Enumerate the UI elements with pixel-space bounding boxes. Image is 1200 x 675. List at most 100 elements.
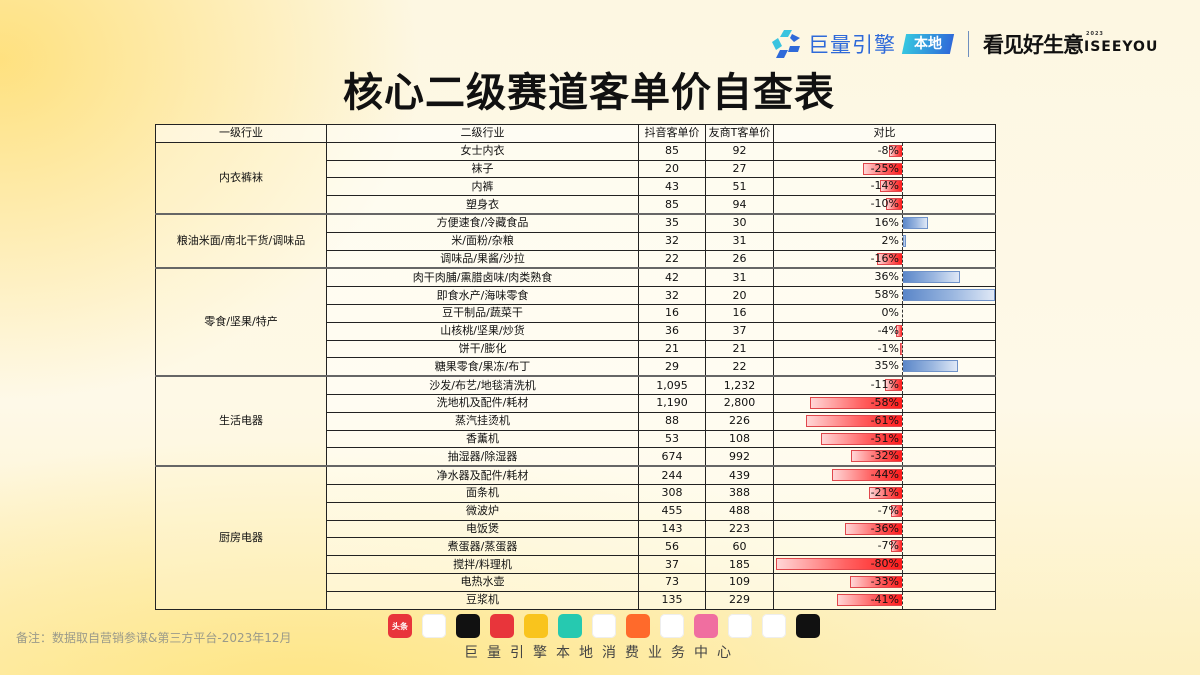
rival-price-cell: 185 — [705, 555, 774, 574]
zero-axis — [902, 323, 903, 340]
douyin-price-cell: 1,095 — [638, 375, 706, 395]
compare-cell: -61% — [773, 411, 996, 431]
douyin-icon — [456, 614, 480, 638]
negative-bar — [889, 144, 902, 157]
compare-pct: -36% — [870, 521, 899, 535]
zero-axis — [902, 468, 903, 484]
zero-axis — [902, 251, 903, 268]
douyin-price-cell: 455 — [638, 501, 706, 521]
douyin-price-cell: 22 — [638, 249, 706, 269]
compare-cell: 36% — [773, 267, 996, 288]
negative-bar — [890, 504, 902, 517]
app-pink-face-icon — [694, 614, 718, 638]
table-row: 香薰机 53 108 -51% — [156, 429, 996, 449]
compare-cell: -41% — [773, 590, 996, 610]
zero-axis — [902, 233, 903, 250]
negative-bar — [868, 486, 902, 499]
table-row: 蒸汽挂烫机 88 226 -61% — [156, 411, 996, 431]
douyin-price-cell: 244 — [638, 465, 706, 485]
zero-axis — [902, 413, 903, 430]
rival-price-cell: 92 — [705, 141, 774, 161]
zero-axis — [902, 143, 903, 160]
rival-price-cell: 31 — [705, 231, 774, 251]
zero-axis — [902, 358, 903, 376]
zero-axis — [902, 287, 903, 304]
rival-price-cell: 229 — [705, 590, 774, 610]
compare-pct: -10% — [870, 197, 899, 211]
level2-cell: 微波炉 — [326, 501, 639, 521]
rival-price-cell: 30 — [705, 212, 774, 233]
table-row: 微波炉 455 488 -7% — [156, 501, 996, 521]
rival-price-cell: 16 — [705, 303, 774, 323]
compare-pct: -1% — [877, 341, 899, 355]
zero-axis — [902, 378, 903, 394]
rival-price-cell: 27 — [705, 159, 774, 179]
brand-badge: 本地 — [901, 34, 955, 54]
price-comparison-table: 一级行业 二级行业 抖音客单价 友商T客单价 对比 内衣裤袜 女士内衣 85 92 -8… — [155, 124, 996, 610]
table-row: 即食水产/海味零食 32 20 58% — [156, 286, 996, 305]
zero-axis — [902, 161, 903, 177]
level2-cell: 净水器及配件/耗材 — [326, 465, 639, 485]
level2-cell: 方便速食/冷藏食品 — [326, 212, 639, 233]
rival-price-cell: 60 — [705, 537, 774, 557]
zero-axis — [902, 196, 903, 213]
negative-bar — [845, 522, 902, 535]
rival-price-cell: 22 — [705, 357, 774, 377]
douyin-price-cell: 85 — [638, 195, 706, 215]
zero-axis — [902, 521, 903, 537]
douyin-price-cell: 85 — [638, 141, 706, 161]
douyin-price-cell: 73 — [638, 572, 706, 592]
compare-pct: -41% — [870, 592, 899, 606]
level2-cell: 洗地机及配件/耗材 — [326, 393, 639, 413]
header-level1: 一级行业 — [155, 124, 327, 143]
negative-bar — [849, 575, 902, 588]
compare-cell: -16% — [773, 249, 996, 269]
compare-pct: -44% — [870, 468, 899, 482]
zero-axis — [902, 485, 903, 502]
compare-cell: -58% — [773, 393, 996, 413]
zero-axis — [902, 341, 903, 357]
douyin-price-cell: 16 — [638, 303, 706, 323]
compare-cell: 58% — [773, 286, 996, 305]
level2-cell: 蒸汽挂烫机 — [326, 411, 639, 431]
table-row: 糖果零食/果冻/布丁 29 22 35% — [156, 357, 996, 377]
compare-pct: 2% — [881, 233, 899, 247]
zero-axis — [902, 556, 903, 573]
level2-cell: 米/面粉/杂粮 — [326, 231, 639, 251]
level2-cell: 电热水壶 — [326, 572, 639, 592]
compare-pct: 35% — [874, 359, 899, 373]
table-row: 粮油米面/南北干货/调味品 方便速食/冷藏食品 35 30 16% — [155, 212, 996, 269]
negative-bar — [884, 379, 902, 392]
level2-cell: 袜子 — [326, 159, 639, 179]
huoshan-icon — [490, 614, 514, 638]
slogan-en: 2023 ISEEYOU — [1084, 31, 1159, 55]
douyin-price-cell: 135 — [638, 590, 706, 610]
table-row: 米/面粉/杂粮 32 31 2% — [156, 231, 996, 251]
header-logos: 巨量引擎 本地 看见好生意 2023 ISEEYOU — [770, 28, 1158, 60]
douyin-price-cell: 53 — [638, 429, 706, 449]
footnote: 备注：数据取自营销参谋&第三方平台-2023年12月 — [16, 631, 292, 645]
level2-cell: 内裤 — [326, 177, 639, 197]
douyin-price-cell: 21 — [638, 339, 706, 359]
app-pink-square-icon — [762, 614, 786, 638]
compare-pct: -33% — [870, 574, 899, 588]
compare-pct: -80% — [870, 557, 899, 571]
footer-org: 巨量引擎本地消费业务中心 — [464, 645, 740, 661]
rival-price-cell: 94 — [705, 195, 774, 215]
level2-cell: 沙发/布艺/地毯清洗机 — [326, 375, 639, 395]
table-header-row: 一级行业 二级行业 抖音客单价 友商T客单价 对比 — [155, 124, 996, 143]
rival-price-cell: 20 — [705, 286, 774, 305]
app-icon-row: 头条 — [388, 614, 820, 638]
negative-bar — [821, 432, 902, 445]
douyin-price-cell: 42 — [638, 267, 706, 288]
compare-cell: -44% — [773, 465, 996, 485]
zero-axis — [902, 448, 903, 466]
rival-price-cell: 21 — [705, 339, 774, 359]
table-row: 豆浆机 135 229 -41% — [156, 590, 996, 610]
header-compare: 对比 — [773, 124, 996, 143]
table-row: 内裤 43 51 -14% — [156, 177, 996, 197]
page-title: 核心二级赛道客单价自查表 — [343, 70, 835, 116]
level2-cell: 搅拌/料理机 — [326, 555, 639, 574]
level2-cell: 煮蛋器/蒸蛋器 — [326, 537, 639, 557]
level2-cell: 电饭煲 — [326, 519, 639, 539]
